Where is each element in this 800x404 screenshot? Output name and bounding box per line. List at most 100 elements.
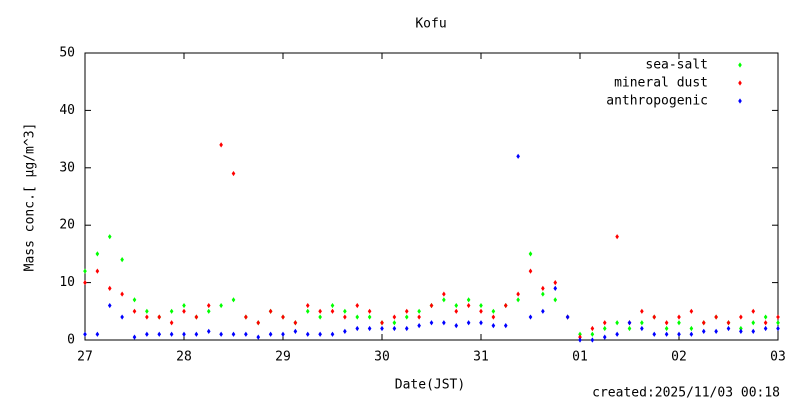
data-point [219,142,223,148]
data-point [95,268,100,274]
data-point [479,302,483,309]
data-point [701,320,706,326]
data-point [318,331,322,337]
plot-border [84,52,779,341]
y-tick-label: 40 [59,103,75,118]
data-point [305,302,310,309]
data-point [541,285,545,291]
data-point [528,251,533,257]
data-point [640,308,644,314]
data-point [318,314,322,320]
data-point [380,325,384,332]
x-tick-label: 01 [572,350,588,365]
data-point [206,328,211,334]
data-point [689,325,694,332]
data-point [244,331,248,337]
x-tick-label: 02 [671,350,687,365]
data-point [305,308,310,314]
data-point [95,251,100,257]
data-point [392,320,397,326]
chart-title: Kofu [415,17,446,32]
data-point [466,297,471,303]
x-axis-label: Date(JST) [395,378,465,393]
data-point [330,331,335,337]
data-point [355,314,360,320]
data-point [380,320,384,326]
data-point [615,234,619,240]
legend-swatch [738,62,742,68]
data-point [343,308,347,314]
data-point [640,325,644,332]
data-point [107,302,112,309]
y-axis-label: Mass conc.[ μg/m^3] [23,123,38,272]
data-point [726,325,731,332]
data-point [677,320,681,326]
data-point [491,308,496,314]
data-point [392,325,397,332]
y-tick-label: 30 [59,160,75,175]
data-point [305,331,310,337]
data-point [256,320,261,326]
data-point [714,314,718,320]
data-point [615,320,619,326]
data-point [182,308,186,314]
data-point [615,331,619,337]
data-point [516,297,520,303]
data-point [194,331,199,337]
legend-swatch [738,98,742,104]
data-point [132,297,137,303]
data-point [120,257,124,263]
data-point [194,314,199,320]
data-point [553,280,558,286]
data-point [182,331,186,337]
data-point [739,328,743,334]
data-point [417,308,421,314]
data-point [355,325,360,332]
data-point [343,328,347,334]
data-point [565,314,570,320]
data-point [157,314,162,320]
data-point [293,320,298,326]
x-tick-label: 29 [275,350,291,365]
x-tick-label: 03 [770,350,786,365]
data-point [553,297,558,303]
data-point [578,331,582,337]
data-point [664,325,669,332]
data-point [627,320,632,326]
data-point [219,302,223,309]
data-point [206,302,211,309]
data-point [627,325,632,332]
data-point [417,314,421,320]
data-point [231,297,236,303]
data-point [145,331,149,337]
data-point [330,302,335,309]
data-point [491,323,496,329]
data-point [528,314,533,320]
data-point [689,308,694,314]
data-point [429,302,434,309]
data-point [417,323,421,329]
data-point [169,331,174,337]
legend-label: sea-salt [645,58,708,73]
data-point [739,314,743,320]
data-point [281,314,285,320]
x-tick-label: 27 [77,350,93,365]
data-point [442,297,446,303]
data-point [145,314,149,320]
y-tick-label: 20 [59,218,75,233]
data-point [367,314,372,320]
data-point [751,328,756,334]
data-point [132,334,137,340]
data-point [120,314,124,320]
data-point [664,320,669,326]
data-point [726,320,731,326]
data-point [83,268,87,274]
data-point [479,320,483,326]
data-point [281,331,285,337]
data-point [454,302,459,309]
data-point [107,234,112,240]
data-point [83,331,87,337]
data-point [491,314,496,320]
y-tick-label: 10 [59,275,75,290]
